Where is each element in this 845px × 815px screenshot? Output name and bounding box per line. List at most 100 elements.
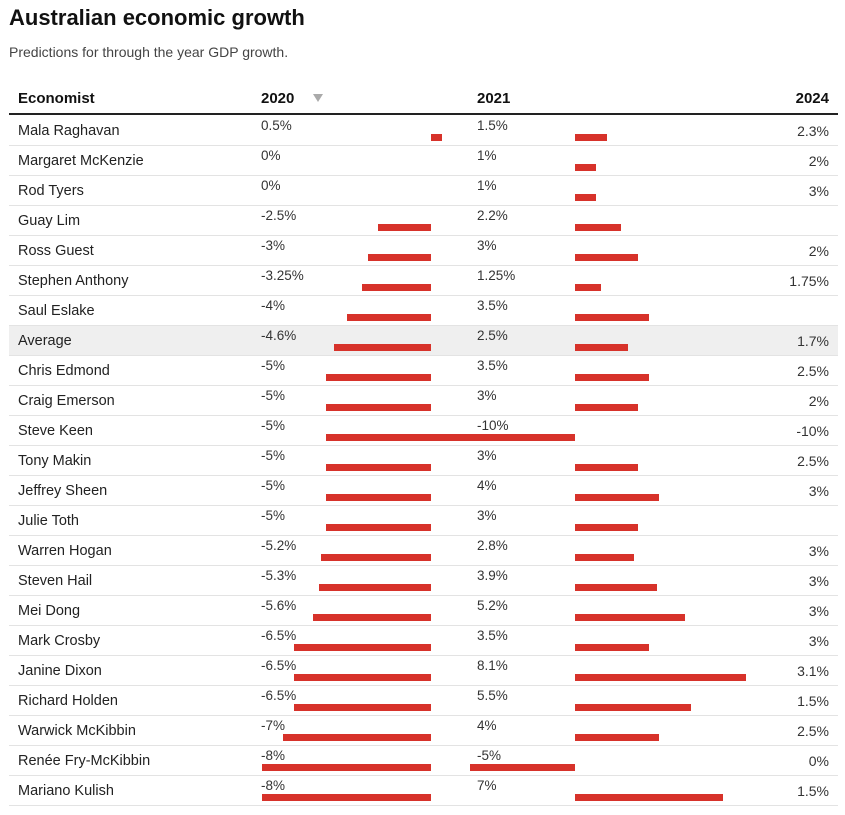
value-2020-label: -5.6% — [261, 598, 297, 613]
bar-2021 — [575, 284, 602, 291]
table-row: Stephen Anthony -3.25% 1.25% 1.75% — [9, 266, 838, 296]
bar-2021 — [575, 134, 607, 141]
table-row: Tony Makin -5% 3% 2.5% — [9, 446, 838, 476]
bar-2020 — [362, 284, 431, 291]
value-2024-label: 0% — [808, 753, 829, 769]
economist-name: Mala Raghavan — [18, 123, 120, 139]
bar-2020 — [319, 584, 431, 591]
bar-2020 — [333, 344, 431, 351]
bar-2020 — [325, 374, 431, 381]
table-row: Mei Dong -5.6% 5.2% 3% — [9, 596, 838, 626]
column-header-2020[interactable]: 2020 — [261, 90, 295, 107]
bar-2020 — [346, 314, 431, 321]
column-header-economist[interactable]: Economist — [18, 90, 95, 107]
value-2021-label: 1% — [477, 148, 497, 163]
bar-2020 — [262, 794, 431, 801]
economist-name: Guay Lim — [18, 213, 81, 229]
economist-name: Warren Hogan — [18, 543, 112, 559]
economist-name: Jeffrey Sheen — [18, 483, 108, 499]
value-2020-label: -3.25% — [261, 268, 304, 283]
value-2020-label: -5.3% — [261, 568, 297, 583]
value-2021-label: -5% — [477, 748, 502, 763]
value-2024-label: 2% — [808, 153, 829, 169]
value-2021-label: -10% — [477, 418, 509, 433]
value-2024-label: 1.5% — [797, 783, 829, 799]
bar-2021 — [575, 194, 597, 201]
value-2020-label: -8% — [261, 778, 286, 793]
economist-name: Margaret McKenzie — [18, 153, 144, 169]
value-2021-label: 1.5% — [477, 118, 508, 133]
value-2020-label: -5% — [261, 358, 286, 373]
bar-2021 — [575, 404, 639, 411]
bar-2020 — [293, 674, 431, 681]
value-2024-label: 1.75% — [789, 273, 829, 289]
table-header: Economist 2020 2021 2024 — [9, 86, 838, 115]
value-2024-label: 3% — [808, 603, 829, 619]
value-2021-label: 3.5% — [477, 628, 508, 643]
bar-2020 — [431, 134, 442, 141]
bar-2021 — [575, 734, 660, 741]
value-2020-label: -5% — [261, 448, 286, 463]
bar-2020 — [367, 254, 431, 261]
value-2024-label: 2% — [808, 393, 829, 409]
value-2024-label: 1.5% — [797, 693, 829, 709]
table-row: Renée Fry-McKibbin -8% -5% 0% — [9, 746, 838, 776]
economist-name: Rod Tyers — [18, 183, 84, 199]
value-2024-label: 2.5% — [797, 453, 829, 469]
value-2021-label: 3.5% — [477, 298, 508, 313]
economist-name: Julie Toth — [18, 513, 79, 529]
value-2020-label: -6.5% — [261, 628, 297, 643]
bar-2021 — [575, 314, 649, 321]
economist-name: Chris Edmond — [18, 363, 110, 379]
value-2020-label: 0.5% — [261, 118, 292, 133]
value-2021-label: 5.5% — [477, 688, 508, 703]
economist-name: Warwick McKibbin — [18, 723, 136, 739]
value-2020-label: -5% — [261, 388, 286, 403]
value-2021-label: 2.8% — [477, 538, 508, 553]
bar-2020 — [293, 644, 431, 651]
average-row: Average -4.6% 2.5% 1.7% — [9, 326, 838, 356]
economist-name: Steven Hail — [18, 573, 93, 589]
chart-subtitle: Predictions for through the year GDP gro… — [9, 44, 289, 60]
value-2024-label: 2% — [808, 243, 829, 259]
table-row: Janine Dixon -6.5% 8.1% 3.1% — [9, 656, 838, 686]
value-2020-label: 0% — [261, 148, 281, 163]
value-2024-label: 1.7% — [797, 333, 829, 349]
bar-2020 — [321, 554, 431, 561]
bar-2020 — [325, 464, 431, 471]
table-row: Mala Raghavan 0.5% 1.5% 2.3% — [9, 116, 838, 146]
table-row: Chris Edmond -5% 3.5% 2.5% — [9, 356, 838, 386]
value-2024-label: -10% — [796, 423, 829, 439]
economist-name: Tony Makin — [18, 453, 92, 469]
economist-name: Mark Crosby — [18, 633, 101, 649]
sort-descending-icon[interactable] — [313, 94, 323, 102]
table-row: Julie Toth -5% 3% — [9, 506, 838, 536]
bar-2021 — [575, 614, 685, 621]
value-2021-label: 4% — [477, 718, 497, 733]
value-2021-label: 3.9% — [477, 568, 508, 583]
column-header-2021[interactable]: 2021 — [477, 90, 511, 107]
value-2020-label: -5% — [261, 478, 286, 493]
value-2024-label: 3% — [808, 183, 829, 199]
value-2024-label: 3% — [808, 483, 829, 499]
bar-2021 — [575, 344, 628, 351]
value-2021-label: 8.1% — [477, 658, 508, 673]
value-2020-label: -7% — [261, 718, 286, 733]
value-2020-label: -5% — [261, 508, 286, 523]
table-row: Ross Guest -3% 3% 2% — [9, 236, 838, 266]
economist-name: Steve Keen — [18, 423, 93, 439]
value-2021-label: 7% — [477, 778, 497, 793]
bar-2021 — [575, 164, 597, 171]
economist-name: Richard Holden — [18, 693, 118, 709]
value-2020-label: -2.5% — [261, 208, 297, 223]
value-2020-label: 0% — [261, 178, 281, 193]
table-row: Margaret McKenzie 0% 1% 2% — [9, 146, 838, 176]
bar-2021 — [575, 704, 692, 711]
economist-name: Stephen Anthony — [18, 273, 129, 289]
column-header-2024[interactable]: 2024 — [795, 90, 829, 107]
value-2021-label: 1.25% — [477, 268, 516, 283]
value-2020-label: -8% — [261, 748, 286, 763]
table-row: Warwick McKibbin -7% 4% 2.5% — [9, 716, 838, 746]
bar-2021 — [575, 554, 635, 561]
table-row: Steven Hail -5.3% 3.9% 3% — [9, 566, 838, 596]
